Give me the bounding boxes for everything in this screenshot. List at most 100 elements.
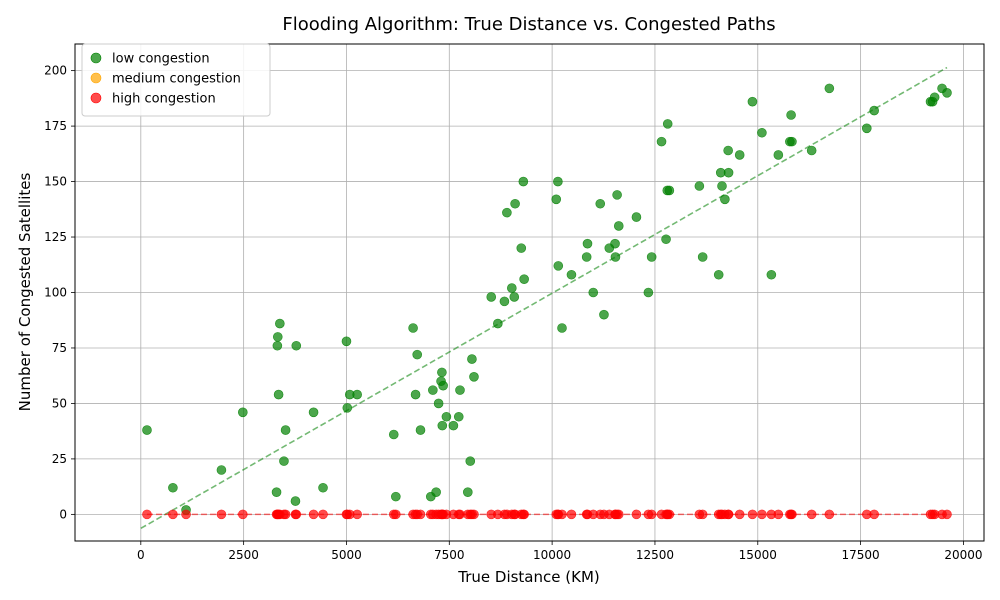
y-tick-label: 25	[52, 452, 67, 466]
data-point	[595, 198, 606, 209]
axis-ticks: 0 2500 5000 7500 10000 12500 15000 17500 20000 0 2…	[44, 64, 982, 562]
data-point	[734, 509, 745, 520]
data-point	[581, 252, 592, 262]
data-point	[469, 509, 479, 520]
x-tick-label: 15000	[739, 548, 777, 562]
data-point	[271, 487, 282, 497]
y-tick-label: 125	[44, 230, 67, 244]
y-tick-label: 50	[52, 396, 67, 410]
data-point	[415, 509, 426, 520]
data-point	[747, 509, 758, 520]
data-point	[773, 509, 784, 520]
data-point	[448, 420, 459, 431]
data-point	[428, 385, 438, 395]
data-point	[631, 509, 642, 520]
x-tick-label: 7500	[434, 548, 465, 562]
data-point	[806, 145, 817, 156]
data-point	[553, 176, 563, 187]
data-point	[408, 323, 418, 333]
data-point	[734, 150, 745, 160]
x-tick-label: 5000	[331, 548, 362, 562]
data-point	[410, 389, 421, 400]
data-point	[723, 145, 733, 156]
data-point	[664, 509, 675, 520]
data-points	[142, 83, 952, 520]
data-point	[613, 221, 624, 231]
data-point	[773, 150, 784, 160]
data-point	[318, 509, 328, 520]
data-point	[717, 181, 727, 191]
data-point	[279, 456, 289, 466]
data-point	[662, 119, 673, 129]
data-point	[510, 198, 520, 209]
data-point	[610, 252, 621, 262]
data-point	[582, 238, 593, 249]
data-point	[566, 509, 577, 520]
data-point	[391, 509, 401, 520]
data-point	[507, 283, 517, 293]
data-point	[486, 292, 497, 302]
data-point	[786, 110, 796, 120]
data-point	[694, 181, 705, 191]
data-point	[519, 274, 529, 284]
data-point	[438, 380, 448, 391]
legend-marker	[90, 72, 102, 84]
data-point	[824, 83, 835, 94]
y-tick-label: 75	[52, 341, 67, 355]
data-point	[747, 96, 758, 107]
data-point	[291, 340, 302, 351]
legend-label: low congestion	[112, 52, 210, 67]
data-point	[861, 123, 872, 134]
data-point	[273, 389, 284, 400]
y-tick-label: 150	[44, 175, 67, 189]
data-point	[502, 207, 512, 218]
data-point	[272, 340, 283, 351]
data-point	[942, 88, 952, 98]
data-point	[723, 509, 734, 520]
data-point	[557, 323, 567, 333]
data-point	[656, 136, 667, 147]
data-point	[352, 389, 362, 400]
data-point	[509, 292, 520, 302]
data-point	[280, 509, 291, 520]
x-tick-label: 20000	[944, 548, 982, 562]
data-point	[455, 385, 465, 395]
legend-marker	[90, 92, 102, 104]
data-point	[415, 425, 426, 435]
data-point	[557, 509, 567, 520]
data-point	[612, 190, 622, 200]
data-point	[437, 420, 448, 431]
data-point	[664, 185, 675, 196]
data-point	[613, 509, 624, 520]
y-tick-label: 200	[44, 64, 67, 78]
data-point	[697, 509, 708, 520]
data-point	[290, 496, 301, 506]
data-point	[646, 252, 657, 262]
data-point	[433, 398, 444, 409]
data-point	[661, 234, 671, 245]
data-point	[599, 309, 609, 320]
x-tick-label: 12500	[636, 548, 674, 562]
data-point	[757, 509, 767, 520]
data-point	[291, 509, 302, 520]
data-point	[431, 487, 441, 497]
data-point	[646, 509, 657, 520]
data-point	[238, 407, 248, 418]
x-tick-label: 10000	[533, 548, 571, 562]
data-point	[551, 194, 562, 205]
data-point	[518, 176, 529, 187]
data-point	[216, 465, 227, 475]
data-point	[168, 482, 178, 493]
data-point	[499, 296, 510, 307]
data-point	[168, 509, 178, 520]
data-point	[318, 482, 328, 493]
y-tick-label: 100	[44, 286, 67, 300]
data-point	[238, 509, 248, 520]
y-tick-label: 175	[44, 119, 67, 133]
data-point	[469, 372, 479, 382]
data-point	[280, 425, 291, 435]
data-point	[787, 136, 797, 147]
data-point	[341, 336, 352, 347]
legend-marker	[90, 52, 102, 64]
